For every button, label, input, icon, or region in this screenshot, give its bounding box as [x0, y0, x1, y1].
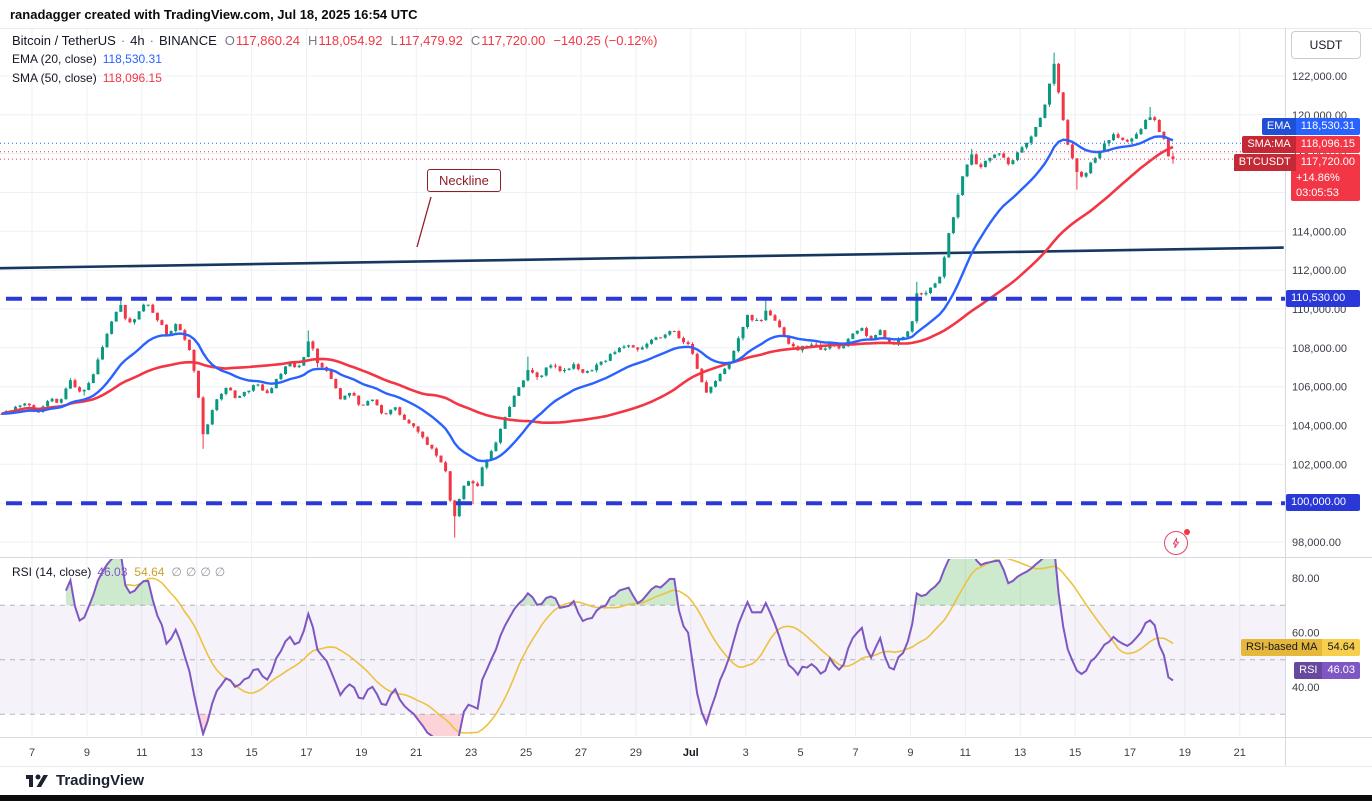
lightning-bolt-icon	[1172, 537, 1180, 549]
open-label: O	[224, 33, 235, 48]
change-value: −140.25 (−0.12%)	[553, 33, 658, 48]
ema-label: EMA (20, close)	[12, 52, 97, 66]
sma-legend-row[interactable]: SMA (50, close) 118,096.15	[12, 69, 657, 88]
change-percent: +14.86%	[1291, 171, 1360, 186]
svg-text:11: 11	[960, 747, 971, 759]
svg-text:7: 7	[29, 747, 35, 759]
svg-text:25: 25	[520, 747, 532, 759]
svg-text:15: 15	[245, 747, 257, 759]
svg-text:108,000.00: 108,000.00	[1292, 343, 1347, 355]
rsi-ma-value: 54.64	[134, 565, 165, 579]
rsi-badge-name: RSI	[1294, 662, 1323, 679]
rsi-ma-badge-value: 54.64	[1322, 639, 1360, 656]
svg-text:13: 13	[191, 747, 203, 759]
hidden-value-icon[interactable]: ∅	[214, 565, 226, 579]
symbol-legend-row[interactable]: Bitcoin / TetherUS · 4h · BINANCE O 117,8…	[12, 31, 657, 50]
svg-text:Jul: Jul	[683, 747, 699, 759]
sma-label: SMA (50, close)	[12, 71, 97, 85]
svg-text:19: 19	[1179, 747, 1191, 759]
high-value: 118,054.92	[318, 33, 383, 48]
open-value: 117,860.24	[235, 33, 300, 48]
svg-text:19: 19	[355, 747, 367, 759]
separator-dot: ·	[120, 33, 126, 48]
svg-text:9: 9	[907, 747, 913, 759]
svg-text:21: 21	[410, 747, 422, 759]
close-label: C	[470, 33, 481, 48]
rsi-ma-badge-name: RSI-based MA	[1240, 639, 1323, 656]
neckline-label[interactable]: Neckline	[427, 169, 501, 192]
svg-text:102,000.00: 102,000.00	[1292, 459, 1347, 471]
rsi-badge: RSI 46.03	[1294, 662, 1360, 679]
svg-text:27: 27	[575, 747, 587, 759]
symbol-title: Bitcoin / TetherUS	[12, 33, 116, 48]
support-level-badge-lower: 100,000.00	[1286, 494, 1360, 511]
svg-text:9: 9	[84, 747, 90, 759]
svg-text:60.00: 60.00	[1292, 628, 1320, 640]
svg-text:112,000.00: 112,000.00	[1292, 265, 1346, 277]
sma-price-badge: SMA:MA 118,096.15	[1242, 136, 1360, 153]
hidden-value-icon[interactable]: ∅	[185, 565, 197, 579]
low-label: L	[390, 33, 398, 48]
notification-dot	[1184, 529, 1190, 535]
bottom-strip	[0, 795, 1372, 801]
svg-text:7: 7	[852, 747, 858, 759]
svg-text:17: 17	[300, 747, 312, 759]
svg-text:21: 21	[1234, 747, 1246, 759]
close-value: 117,720.00	[481, 33, 546, 48]
hidden-value-icon[interactable]: ∅	[171, 565, 182, 579]
attribution-text: ranadagger created with TradingView.com,…	[10, 7, 418, 22]
ema-legend-row[interactable]: EMA (20, close) 118,530.31	[12, 50, 657, 69]
symbol-ticker: BTCUSDT	[1233, 154, 1296, 171]
sma-badge-value: 118,096.15	[1295, 136, 1360, 153]
svg-text:5: 5	[798, 747, 804, 759]
hidden-value-icon[interactable]: ∅	[200, 565, 211, 579]
separator-dot: ·	[149, 33, 154, 48]
svg-text:23: 23	[465, 747, 477, 759]
rsi-legend-row[interactable]: RSI (14, close) 46.03 54.64 ∅ ∅ ∅ ∅	[12, 563, 229, 581]
symbol-interval: 4h	[130, 33, 145, 48]
last-price-value: 117,720.00	[1295, 154, 1360, 171]
boost-icon[interactable]	[1164, 529, 1190, 555]
svg-text:104,000.00: 104,000.00	[1292, 421, 1347, 433]
svg-text:98,000.00: 98,000.00	[1292, 537, 1341, 549]
rsi-label: RSI (14, close)	[12, 565, 92, 579]
rsi-value: 46.03	[97, 565, 128, 579]
svg-text:11: 11	[136, 747, 147, 759]
sma-badge-name: SMA:MA	[1242, 136, 1296, 153]
svg-text:114,000.00: 114,000.00	[1292, 226, 1346, 238]
boost-ring-icon	[1164, 531, 1188, 555]
ema-badge-value: 118,530.31	[1295, 118, 1360, 135]
ema-price-badge: EMA 118,530.31	[1261, 118, 1360, 135]
svg-text:17: 17	[1124, 747, 1136, 759]
last-price-badge: BTCUSDT 117,720.00 +14.86% 03:05:53	[1233, 154, 1360, 201]
support-level-badge-upper: 110,530.00	[1286, 290, 1360, 307]
currency-toggle-button[interactable]: USDT	[1291, 31, 1361, 59]
svg-text:13: 13	[1014, 747, 1026, 759]
ema-badge-name: EMA	[1261, 118, 1296, 135]
rsi-badge-value: 46.03	[1322, 662, 1360, 679]
tradingview-logo[interactable]: TradingView	[26, 772, 144, 789]
svg-text:106,000.00: 106,000.00	[1292, 382, 1347, 394]
svg-text:110,000.00: 110,000.00	[1292, 304, 1346, 316]
svg-text:29: 29	[630, 747, 642, 759]
sma-value: 118,096.15	[102, 71, 162, 85]
svg-text:15: 15	[1069, 747, 1081, 759]
low-value: 117,479.92	[398, 33, 463, 48]
symbol-exchange: BINANCE	[158, 33, 217, 48]
svg-text:80.00: 80.00	[1292, 573, 1320, 585]
ema-value: 118,530.31	[102, 52, 162, 66]
high-label: H	[308, 33, 318, 48]
svg-text:122,000.00: 122,000.00	[1292, 71, 1347, 83]
svg-text:40.00: 40.00	[1292, 682, 1320, 694]
bar-countdown: 03:05:53	[1291, 186, 1360, 201]
rsi-ma-badge: RSI-based MA 54.64	[1240, 639, 1360, 656]
tradingview-logomark-icon	[26, 774, 48, 787]
main-legend: Bitcoin / TetherUS · 4h · BINANCE O 117,8…	[12, 31, 657, 88]
svg-text:3: 3	[743, 747, 749, 759]
tradingview-logo-text: TradingView	[56, 772, 145, 789]
